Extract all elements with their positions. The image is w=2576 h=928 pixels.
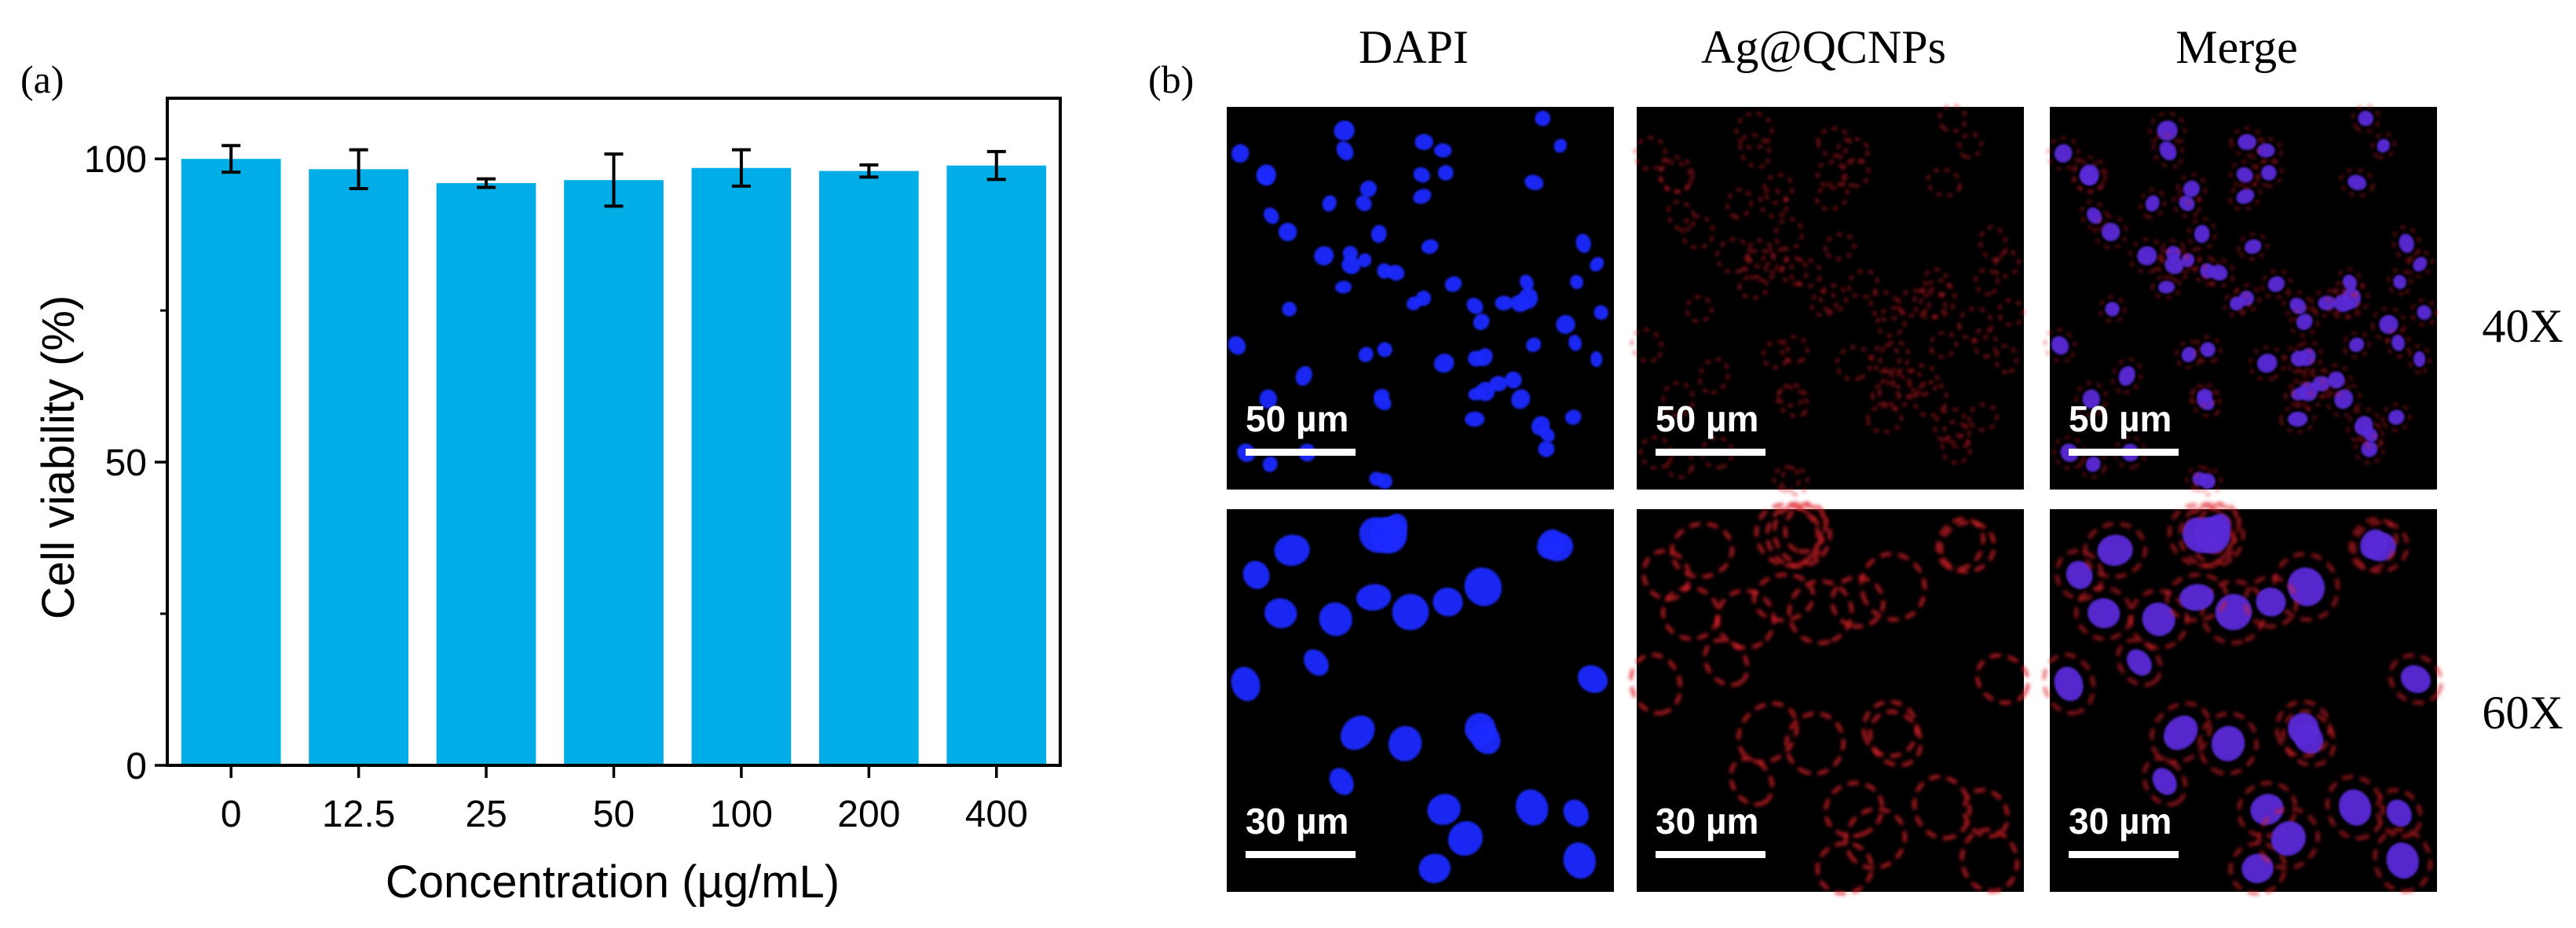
panel-b-label: (b) xyxy=(1148,57,1194,101)
plot-frame xyxy=(166,97,1062,767)
x-tick-label-3: 50 xyxy=(593,794,635,835)
x-tick-label-0: 0 xyxy=(221,794,242,835)
micrograph-dapi-60x: 30 µm xyxy=(1227,509,1614,892)
scale-bar-label: 50 µm xyxy=(2069,398,2172,439)
bar-chart: 0 12.5 25 50 100 200 400 0 50 100 xyxy=(84,97,1062,835)
bar-4 xyxy=(691,167,792,765)
bar-0 xyxy=(181,159,281,765)
x-axis-title: Concentration (µg/mL) xyxy=(386,856,840,908)
y-tick-label-0: 0 xyxy=(126,746,147,787)
scale-bar-label: 50 µm xyxy=(1656,398,1758,439)
row-label-40x: 40X xyxy=(2482,300,2563,352)
x-tick-label-2: 25 xyxy=(465,794,507,835)
micrograph-ag-40x: 50 µm xyxy=(1630,104,2025,496)
y-tick-label-1: 50 xyxy=(105,442,147,484)
micrograph-merge-40x: 50 µm xyxy=(2044,104,2438,496)
panel-a-label: (a) xyxy=(20,57,64,101)
error-bar-6 xyxy=(986,149,1006,182)
scale-bar-label: 50 µm xyxy=(1246,398,1348,439)
scale-bar xyxy=(1246,851,1356,858)
scale-bar-label: 30 µm xyxy=(1246,801,1348,842)
x-tick-label-6: 400 xyxy=(965,794,1028,835)
scale-bar xyxy=(1656,851,1766,858)
row-label-60x: 60X xyxy=(2482,687,2563,739)
error-bar-1 xyxy=(349,148,368,191)
error-bar-0 xyxy=(221,144,241,174)
bar-1 xyxy=(309,169,408,765)
error-bar-4 xyxy=(731,148,751,188)
y-tick-label-2: 100 xyxy=(84,139,147,181)
scale-bar xyxy=(2069,449,2179,456)
error-bar-5 xyxy=(859,163,879,179)
bar-3 xyxy=(564,180,664,766)
x-tick-label-1: 12.5 xyxy=(322,794,395,835)
scale-bar-label: 30 µm xyxy=(2069,801,2172,842)
scale-bar-label: 30 µm xyxy=(1656,801,1758,842)
x-tick-label-4: 100 xyxy=(710,794,773,835)
scale-bar xyxy=(2069,851,2179,858)
scale-bar xyxy=(1656,449,1766,456)
x-tick-label-5: 200 xyxy=(837,794,900,835)
bar-2 xyxy=(436,183,536,765)
microscopy-grid: 50 µm 50 µm 50 µm 30 µm 30 µm 30 µm xyxy=(1227,104,2443,896)
bar-6 xyxy=(946,165,1047,765)
scale-bar xyxy=(1246,449,1356,456)
micrograph-dapi-40x: 50 µm xyxy=(1227,107,1614,490)
error-bar-3 xyxy=(604,152,624,208)
y-axis-title: Cell viability (%) xyxy=(33,295,84,620)
column-label-agqcnps: Ag@QCNPs xyxy=(1701,21,1946,73)
bar-5 xyxy=(819,171,919,766)
column-label-dapi: DAPI xyxy=(1359,21,1469,73)
micrograph-merge-60x: 30 µm xyxy=(2042,501,2443,896)
micrograph-ag-60x: 30 µm xyxy=(1629,501,2030,896)
column-label-merge: Merge xyxy=(2175,21,2298,73)
error-bar-2 xyxy=(477,177,496,189)
